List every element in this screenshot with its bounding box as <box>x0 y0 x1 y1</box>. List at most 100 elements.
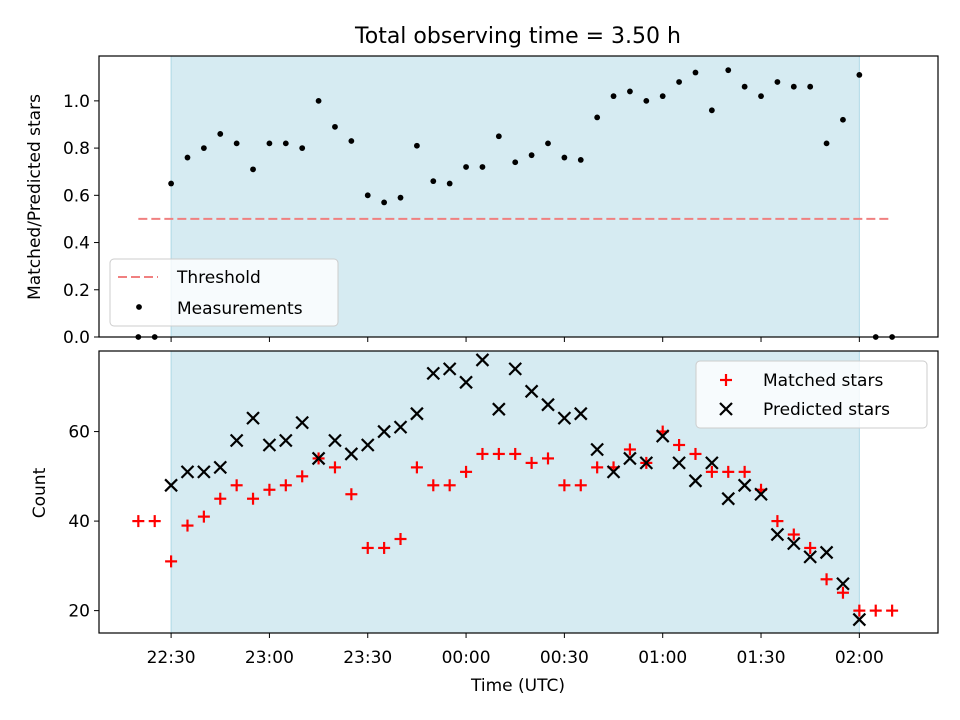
predicted-star-point <box>475 353 490 367</box>
y-tick-label: 0.2 <box>63 281 90 301</box>
measurement-point <box>741 83 748 90</box>
legend-measurement-swatch <box>136 304 142 310</box>
predicted-star-point <box>459 375 473 390</box>
legend-matched-swatch <box>720 374 732 386</box>
matched-star-point <box>673 439 686 451</box>
bottom-legend: Matched stars Predicted stars <box>695 360 928 429</box>
matched-star-point <box>705 465 718 478</box>
measurement-point <box>266 140 273 147</box>
bottom-axes-frame <box>98 350 939 634</box>
predicted-star-point <box>590 442 604 457</box>
matched-star-point <box>492 447 505 460</box>
predicted-star-point <box>492 402 506 416</box>
predicted-star-point <box>197 465 211 479</box>
measurement-point <box>479 164 486 170</box>
matched-star-point <box>623 443 636 456</box>
measurement-point <box>758 93 764 100</box>
measurement-point <box>807 83 814 90</box>
measurement-point <box>348 138 355 144</box>
predicted-star-point <box>360 438 375 452</box>
x-tick-label: 23:00 <box>245 648 294 668</box>
matched-star-point <box>263 483 276 496</box>
matched-star-point <box>378 541 391 554</box>
predicted-star-point <box>164 478 178 493</box>
predicted-star-point <box>754 487 768 502</box>
predicted-star-point <box>606 465 621 479</box>
measurement-point <box>627 88 633 95</box>
matched-star-point <box>558 479 571 492</box>
measurement-point <box>528 152 535 159</box>
predicted-star-point <box>213 460 228 475</box>
predicted-star-point <box>393 420 408 434</box>
predicted-star-point <box>688 474 703 488</box>
matched-star-point <box>541 452 554 465</box>
measurement-point <box>463 164 469 170</box>
matched-star-point <box>853 604 866 617</box>
predicted-star-point <box>655 429 670 443</box>
measurement-point <box>299 145 306 151</box>
predicted-star-point <box>279 433 293 448</box>
x-tick-label: 00:00 <box>442 648 491 668</box>
measurement-point <box>332 123 338 130</box>
y-tick-label: 0.4 <box>63 234 90 254</box>
matched-star-point <box>394 533 407 545</box>
predicted-star-point <box>573 406 588 421</box>
matched-star-point <box>591 461 604 474</box>
predicted-star-point <box>819 545 834 560</box>
legend-predicted-swatch <box>719 402 733 416</box>
measurement-point <box>414 142 420 149</box>
measurement-point <box>708 107 715 114</box>
measurement-point <box>250 166 256 173</box>
legend-box <box>109 258 339 327</box>
measurement-point <box>233 140 240 147</box>
matched-star-point <box>836 586 849 599</box>
measurement-point <box>430 178 437 185</box>
matched-star-point <box>279 479 292 492</box>
measurement-point <box>676 79 682 85</box>
matched-star-point <box>296 470 309 483</box>
measurement-point <box>446 180 453 187</box>
top-legend: Threshold Measurements <box>109 258 339 327</box>
y-tick-label: 1.0 <box>63 92 90 112</box>
matched-star-point <box>509 447 522 460</box>
x-axis-label: Time (UTC) <box>470 676 565 696</box>
legend-predicted-label: Predicted stars <box>763 400 890 420</box>
measurement-point <box>790 83 797 90</box>
predicted-star-point <box>541 397 555 412</box>
predicted-star-point <box>377 424 391 439</box>
legend-box <box>695 360 928 429</box>
bottom-y-axis-label: Count <box>30 467 50 518</box>
matched-star-point <box>886 604 899 617</box>
matched-star-point <box>410 461 423 474</box>
predicted-star-point <box>508 362 523 376</box>
bottom-panel: 20 40 60 22:30 23:00 23:30 00:00 00:30 01:00 01:3… <box>68 350 939 668</box>
legend-measurement-label: Measurements <box>177 299 303 319</box>
chart-title: Total observing time = 3.50 h <box>354 24 681 49</box>
measurement-point <box>840 116 846 123</box>
top-y-axis-label: Matched/Predicted stars <box>25 94 45 300</box>
matched-star-point <box>230 479 243 492</box>
top-panel: 0.0 0.2 0.4 0.6 0.8 1.0 Threshold Measurements <box>63 55 939 348</box>
x-tick-label: 02:00 <box>835 648 884 668</box>
y-tick-label: 0.6 <box>63 186 90 206</box>
predicted-star-point <box>524 384 539 399</box>
measurement-point <box>282 140 289 147</box>
matched-star-point <box>771 515 784 528</box>
predicted-star-point <box>770 527 785 542</box>
predicted-star-point <box>672 456 686 470</box>
x-tick-label: 01:30 <box>737 648 786 668</box>
x-tick-label: 01:00 <box>638 648 687 668</box>
y-tick-label: 0.8 <box>63 139 90 159</box>
predicted-star-point <box>557 411 572 425</box>
predicted-star-point <box>803 550 817 564</box>
predicted-star-point <box>426 366 441 381</box>
measurement-point <box>659 93 666 100</box>
matched-star-point <box>738 465 751 478</box>
predicted-star-point <box>639 456 654 470</box>
predicted-star-point <box>721 491 736 506</box>
legend-matched-label: Matched stars <box>763 371 883 391</box>
matched-star-point <box>689 447 702 460</box>
x-tick-label: 00:30 <box>540 648 589 668</box>
measurement-point <box>561 154 568 161</box>
